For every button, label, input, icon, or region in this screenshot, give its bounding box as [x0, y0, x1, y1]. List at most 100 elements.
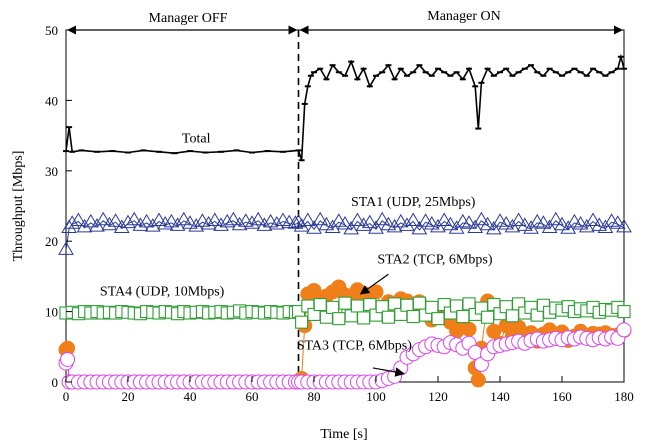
data-point-sta1	[120, 214, 136, 229]
data-point-sta4	[295, 315, 309, 329]
data-point-sta3	[616, 322, 632, 338]
data-point-sta1	[585, 212, 601, 226]
pointer-arrow-sta2	[359, 273, 389, 295]
data-point-sta1	[95, 211, 112, 226]
data-point-sta4	[313, 298, 327, 312]
data-point-sta1	[101, 216, 118, 231]
annotation-label: STA3 (TCP, 6Mbps)	[297, 339, 413, 354]
annotation-label: STA1 (UDP, 25Mbps)	[351, 195, 476, 210]
data-point-sta1	[529, 213, 546, 228]
data-point-sta4	[326, 300, 340, 314]
data-point-sta1	[368, 220, 384, 234]
data-point-sta1	[392, 213, 409, 228]
data-point-sta4	[406, 309, 420, 324]
data-point-sta1	[355, 217, 372, 231]
data-point-sta1	[70, 212, 87, 226]
data-point-sta1	[343, 220, 360, 235]
x-tick-label: 40	[184, 389, 197, 404]
data-point-sta1	[126, 211, 143, 226]
data-point-sta4	[350, 299, 364, 313]
data-point-sta1	[157, 216, 174, 230]
data-point-sta1	[442, 216, 459, 231]
annotation-label: Total	[182, 132, 211, 147]
data-point-sta1	[473, 211, 490, 226]
y-tick-label: 40	[45, 93, 58, 108]
data-point-sta4	[357, 311, 371, 325]
annotations: Total STA1 (UDP, 25Mbps) STA2 (TCP, 6Mbps)…	[100, 132, 493, 377]
series-sta4	[59, 296, 631, 329]
data-point-sta1	[58, 241, 74, 255]
data-point-sta1	[485, 220, 502, 235]
y-tick-label: 50	[45, 23, 58, 38]
annotation-label: STA2 (TCP, 6Mbps)	[377, 253, 493, 268]
x-tick-label: 140	[490, 389, 510, 404]
data-point-sta1	[510, 212, 527, 226]
y-axis-label: Throughput [Mbps]	[11, 151, 26, 262]
data-point-sta1	[200, 216, 217, 230]
data-point-sta4	[617, 305, 631, 319]
data-point-sta4	[431, 312, 445, 326]
x-tick-label: 80	[308, 389, 321, 404]
data-point-sta1	[318, 216, 335, 231]
data-point-sta3	[60, 351, 76, 367]
phase-label-manager-off: Manager OFF	[149, 11, 228, 26]
x-tick-label: 20	[122, 389, 135, 404]
data-point-sta1	[188, 218, 205, 232]
data-point-sta1	[374, 211, 391, 226]
series-group	[58, 53, 632, 390]
data-point-sta1	[244, 215, 260, 229]
data-point-sta1	[417, 213, 434, 227]
data-point-sta1	[61, 219, 77, 234]
data-point-sta4	[412, 296, 426, 310]
data-point-sta1	[454, 213, 471, 228]
data-point-sta1	[138, 213, 155, 228]
data-point-sta1	[405, 212, 422, 226]
data-point-sta1	[436, 212, 453, 226]
data-point-sta1	[306, 220, 322, 234]
data-point-sta1	[113, 219, 130, 234]
data-point-sta1	[231, 216, 248, 231]
data-point-sta1	[566, 213, 583, 228]
data-point-sta1	[349, 212, 366, 226]
x-tick-label: 180	[614, 389, 634, 404]
data-point-sta4	[456, 309, 470, 324]
data-point-sta1	[547, 211, 564, 226]
data-point-sta1	[399, 217, 415, 231]
data-point-sta1	[268, 216, 285, 230]
data-point-sta4	[481, 310, 495, 324]
data-point-sta1	[287, 215, 304, 229]
data-point-sta1	[461, 215, 477, 229]
data-point-sta2	[470, 372, 486, 388]
data-point-sta1	[219, 213, 236, 228]
data-point-sta1	[492, 213, 508, 227]
series-line-total	[65, 53, 625, 161]
data-point-sta1	[498, 216, 515, 230]
phase-label-manager-on: Manager ON	[427, 9, 500, 24]
x-axis-label: Time [s]	[320, 427, 367, 442]
series-total	[63, 53, 627, 162]
data-point-sta1	[479, 216, 496, 231]
data-point-sta4	[332, 312, 346, 326]
data-point-sta4	[425, 300, 439, 314]
data-point-sta1	[423, 216, 440, 230]
data-point-sta1	[603, 213, 620, 227]
y-tick-label: 30	[45, 164, 58, 179]
x-tick-label: 100	[366, 389, 386, 404]
data-point-sta1	[337, 216, 353, 230]
series-sta1	[58, 211, 632, 255]
data-point-sta1	[163, 213, 180, 228]
data-point-sta4	[381, 310, 395, 324]
y-tick-label: 20	[45, 234, 58, 249]
data-point-sta1	[107, 213, 124, 227]
data-point-sta2	[461, 321, 477, 337]
axes: 0 10 20 30 40 50 0 20 40 60 80 100 120 140 160 180	[45, 23, 634, 404]
pointer-arrow-sta3	[372, 367, 405, 377]
y-tick-label: 0	[52, 375, 59, 390]
data-point-sta1	[361, 214, 378, 229]
series-sta3	[58, 322, 632, 390]
data-point-sta1	[541, 219, 558, 234]
data-point-sta1	[76, 218, 93, 233]
data-point-sta1	[290, 213, 307, 228]
data-point-sta1	[225, 211, 242, 226]
